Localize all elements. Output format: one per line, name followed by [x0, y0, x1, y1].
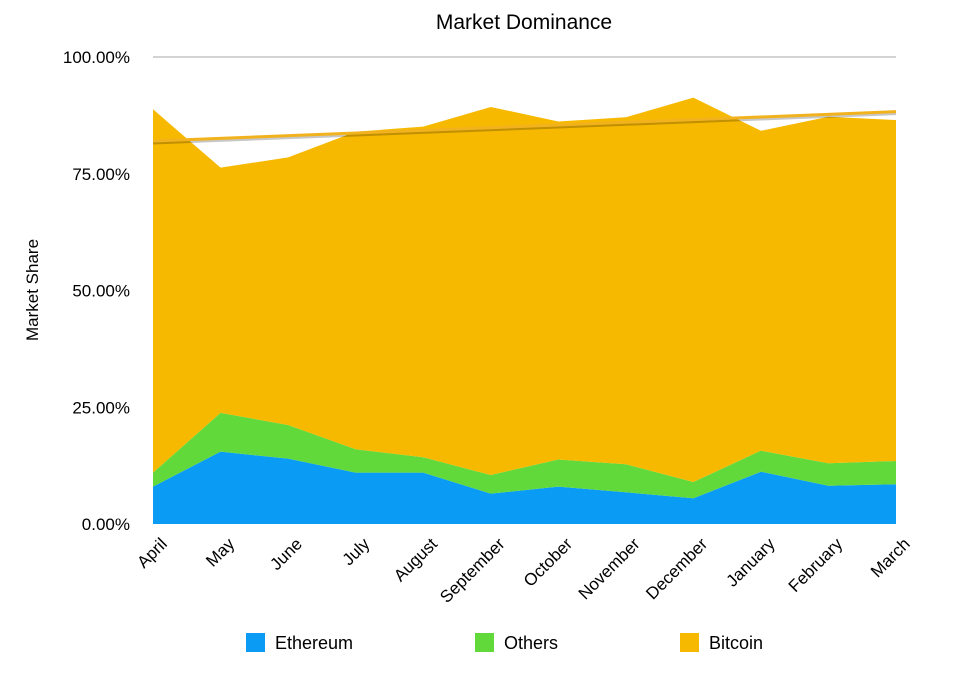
- legend-item-ethereum: Ethereum: [246, 633, 353, 653]
- area-bitcoin: [153, 97, 896, 482]
- legend-label: Ethereum: [275, 633, 353, 653]
- trendline-group: [152, 110, 897, 145]
- legend-swatch: [680, 633, 699, 652]
- trendline-shadow: [152, 112, 897, 145]
- y-tick-label: 100.00%: [63, 48, 130, 67]
- legend-item-others: Others: [475, 633, 558, 653]
- x-tick-label: December: [642, 534, 711, 603]
- y-tick-label: 25.00%: [72, 398, 130, 417]
- y-tick-label: 50.00%: [72, 282, 130, 301]
- x-tick-label: May: [202, 534, 238, 570]
- chart-title: Market Dominance: [436, 11, 612, 34]
- legend-swatch: [246, 633, 265, 652]
- y-tick-label: 0.00%: [82, 515, 130, 534]
- area-others: [153, 412, 896, 499]
- x-tick-label: October: [520, 534, 576, 590]
- legend-item-bitcoin: Bitcoin: [680, 633, 763, 653]
- x-tick-label: August: [390, 534, 441, 585]
- x-tick-label: June: [266, 534, 306, 574]
- stacked-areas: [153, 97, 896, 524]
- trendline-bitcoin: [152, 110, 897, 143]
- y-axis-ticks: 0.00% 25.00% 50.00% 75.00% 100.00%: [63, 48, 130, 534]
- x-tick-label: April: [133, 534, 170, 571]
- x-tick-label: September: [436, 534, 508, 606]
- legend: Ethereum Others Bitcoin: [246, 633, 763, 653]
- y-axis-title: Market Share: [23, 239, 42, 341]
- legend-swatch: [475, 633, 494, 652]
- x-tick-label: November: [575, 534, 644, 603]
- legend-label: Others: [504, 633, 558, 653]
- x-tick-label: February: [785, 534, 847, 596]
- x-tick-label: July: [339, 534, 374, 569]
- x-tick-label: January: [723, 534, 780, 591]
- x-tick-label: March: [867, 534, 914, 581]
- y-tick-label: 75.00%: [72, 165, 130, 184]
- area-ethereum: [153, 451, 896, 524]
- legend-label: Bitcoin: [709, 633, 763, 653]
